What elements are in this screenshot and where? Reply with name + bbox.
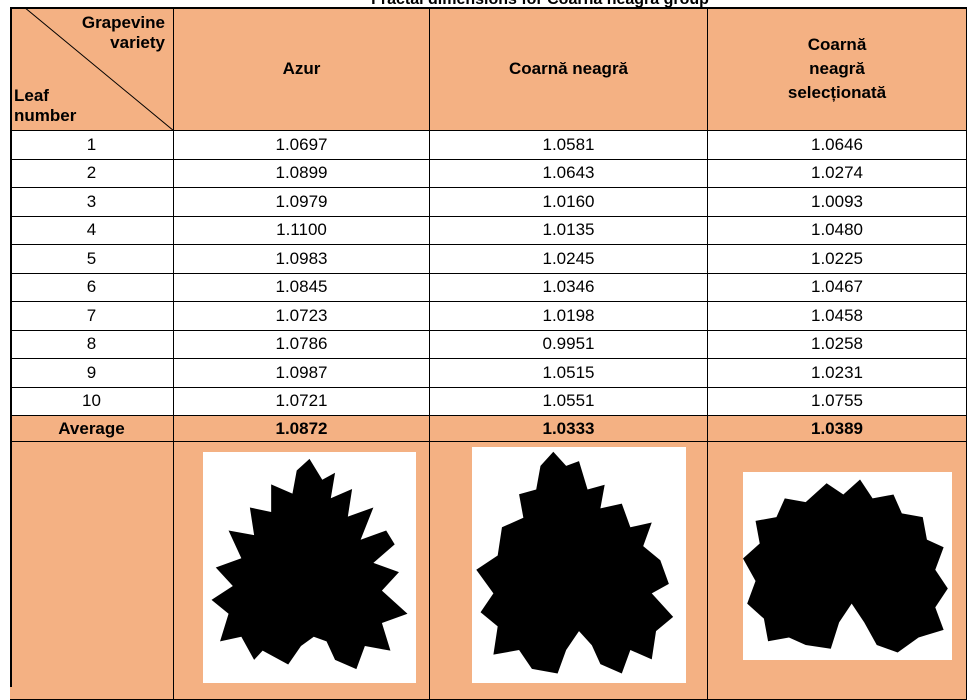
row-label: 7: [10, 302, 174, 331]
value-cell: 1.0786: [174, 331, 430, 360]
row-label: 1: [10, 131, 174, 160]
row-label: 5: [10, 245, 174, 274]
value-cell: 1.0458: [708, 302, 967, 331]
value-cell: 1.0646: [708, 131, 967, 160]
leaf-image: [472, 447, 686, 683]
value-cell: 1.0467: [708, 274, 967, 303]
value-cell: 1.0245: [430, 245, 708, 274]
average-value: 1.0389: [708, 416, 967, 442]
value-cell: 1.0697: [174, 131, 430, 160]
value-cell: 1.0093: [708, 188, 967, 217]
row-label: 4: [10, 217, 174, 246]
value-cell: 1.0515: [430, 359, 708, 388]
corner-top-label: Grapevine variety: [75, 13, 165, 53]
value-cell: 1.0899: [174, 160, 430, 189]
row-label: 8: [10, 331, 174, 360]
value-cell: 1.0755: [708, 388, 967, 417]
average-value: 1.0872: [174, 416, 430, 442]
value-cell: 1.0198: [430, 302, 708, 331]
page: Fractal dimensions for Coarnă neagră gro…: [0, 0, 975, 683]
value-cell: 1.0643: [430, 160, 708, 189]
value-cell: 0.9951: [430, 331, 708, 360]
value-cell: 1.0979: [174, 188, 430, 217]
column-header: Coarnă neagră: [430, 7, 708, 131]
value-cell: 1.0258: [708, 331, 967, 360]
value-cell: 1.0987: [174, 359, 430, 388]
value-cell: 1.0231: [708, 359, 967, 388]
value-cell: 1.0346: [430, 274, 708, 303]
row-label: 10: [10, 388, 174, 417]
value-cell: 1.0845: [174, 274, 430, 303]
value-cell: 1.0721: [174, 388, 430, 417]
value-cell: 1.0723: [174, 302, 430, 331]
row-label: 3: [10, 188, 174, 217]
value-cell: 1.0160: [430, 188, 708, 217]
average-label: Average: [10, 416, 174, 442]
value-cell: 1.0274: [708, 160, 967, 189]
average-value: 1.0333: [430, 416, 708, 442]
value-cell: 1.0581: [430, 131, 708, 160]
value-cell: 1.0480: [708, 217, 967, 246]
column-header: Coarnă neagră selecționată: [708, 7, 967, 131]
column-header: Azur: [174, 7, 430, 131]
corner-bottom-label: Leaf number: [14, 86, 74, 126]
value-cell: 1.0551: [430, 388, 708, 417]
row-label: 2: [10, 160, 174, 189]
row-label: 6: [10, 274, 174, 303]
value-cell: 1.0135: [430, 217, 708, 246]
row-label: 9: [10, 359, 174, 388]
value-cell: 1.0983: [174, 245, 430, 274]
value-cell: 1.1100: [174, 217, 430, 246]
leaf-image: [743, 472, 952, 660]
value-cell: 1.0225: [708, 245, 967, 274]
image-cell: [10, 442, 174, 700]
leaf-image: [203, 452, 416, 683]
